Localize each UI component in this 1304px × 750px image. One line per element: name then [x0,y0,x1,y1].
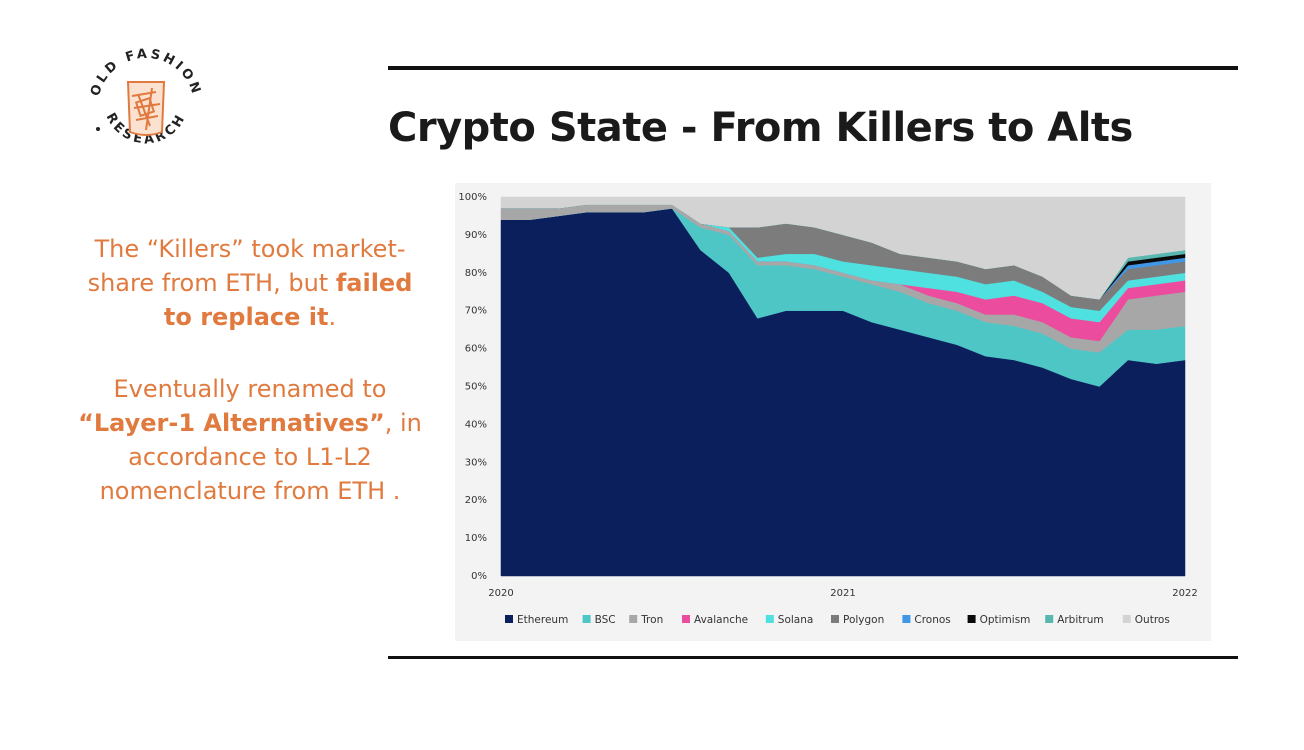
legend-label-cronos: Cronos [914,614,950,626]
blurb-text: The “Killers” took market-share from ETH… [87,235,406,297]
x-tick-label: 2021 [830,588,855,599]
chart-panel: 0% 10% 20% 30% 40% 50% 60% 70% 80% 90% 100% 2020 20… [455,183,1211,641]
y-tick-label: 60% [465,344,487,355]
legend-label-avalanche: Avalanche [694,614,748,626]
whiskey-glass-icon [126,81,166,136]
legend-swatch-polygon [831,615,839,623]
legend-label-outros: Outros [1135,614,1170,626]
bottom-divider [388,656,1238,659]
blurb-paragraph-2: Eventually renamed to “Layer-1 Alternati… [70,372,430,508]
legend-swatch-ethereum [505,615,513,623]
blurb-text: Eventually renamed to [113,375,387,403]
blurb-text: , in accordance to L1-L2 nomenclature fr… [99,409,422,505]
y-tick-label: 40% [465,419,487,430]
legend-swatch-outros [1122,615,1131,623]
x-tick-label: 2022 [1172,588,1197,599]
legend-label-solana: Solana [778,614,814,626]
blurb-paragraph-1: The “Killers” took market-share from ETH… [70,232,430,334]
top-divider [388,66,1238,70]
area-series-outros [500,196,1186,300]
legend-label-ethereum: Ethereum [517,614,568,626]
blurb-emphasis: “Layer-1 Alternatives” [78,409,385,437]
plot-area [500,196,1186,577]
y-tick-label: 70% [465,306,487,317]
chart-legend: Ethereum BSC Tron Avalanche Solana Polygon Cro… [505,614,1170,626]
legend-swatch-bsc [582,615,591,623]
legend-swatch-optimism [967,615,976,623]
x-axis: 2020 2021 2022 [488,588,1197,599]
y-tick-label: 10% [465,533,487,544]
slide-blurb: The “Killers” took market-share from ETH… [70,232,430,546]
legend-swatch-arbitrum [1045,615,1054,623]
legend-label-tron: Tron [640,614,663,626]
y-tick-label: 50% [465,382,487,393]
legend-label-bsc: BSC [595,614,616,626]
legend-label-polygon: Polygon [843,614,884,626]
slide-title: Crypto State - From Killers to Alts [388,105,1133,151]
logo: OLD FASHION RESEARCH [88,47,201,148]
legend-label-arbitrum: Arbitrum [1057,614,1103,626]
y-tick-label: 0% [471,571,487,582]
legend-label-optimism: Optimism [980,614,1031,626]
y-tick-label: 90% [465,230,487,241]
stacked-area-chart: 0%10%20%30%40%50%60%70%80%90%100% 2020 20… [458,192,1197,626]
blurb-text: . [328,303,337,331]
y-axis: 0% 10% 20% 30% 40% 50% 60% 70% 80% 90% 100% [458,192,487,582]
blurb-emphasis: failed to replace it [163,269,413,331]
legend-swatch-cronos [902,615,911,623]
x-tick-label: 2020 [488,588,513,599]
y-tick-label: 30% [465,457,487,468]
y-tick-label: 20% [465,495,487,506]
y-tick-label: 80% [465,268,487,279]
legend-swatch-solana [765,615,774,623]
y-tick-label: 100% [458,192,487,203]
legend-swatch-avalanche [682,615,690,623]
legend-swatch-tron [629,615,638,623]
